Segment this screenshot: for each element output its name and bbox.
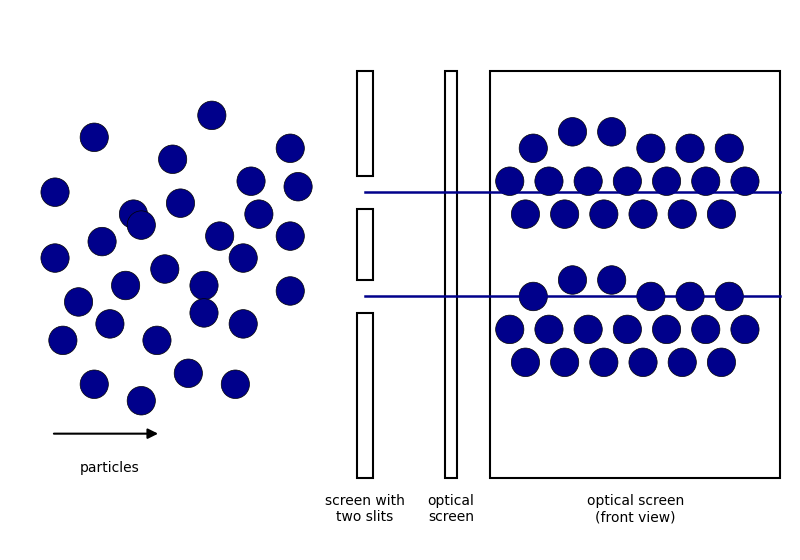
Ellipse shape (629, 348, 657, 376)
Ellipse shape (590, 348, 618, 376)
Ellipse shape (496, 167, 524, 195)
Bar (357, 72, 373, 176)
Ellipse shape (496, 315, 524, 344)
Ellipse shape (80, 370, 108, 399)
Ellipse shape (41, 244, 69, 272)
Ellipse shape (158, 145, 186, 174)
Ellipse shape (731, 167, 759, 195)
Ellipse shape (237, 167, 265, 195)
Ellipse shape (731, 315, 759, 344)
Bar (490, 72, 780, 478)
Text: optical screen
(front view): optical screen (front view) (586, 494, 684, 524)
Ellipse shape (190, 298, 218, 327)
Ellipse shape (590, 200, 618, 228)
Text: screen with
two slits: screen with two slits (325, 494, 405, 524)
Ellipse shape (276, 277, 304, 305)
Ellipse shape (653, 167, 681, 195)
Ellipse shape (668, 200, 696, 228)
Ellipse shape (41, 178, 69, 207)
Ellipse shape (65, 288, 93, 316)
Ellipse shape (637, 134, 665, 162)
Ellipse shape (127, 386, 155, 415)
Ellipse shape (614, 315, 642, 344)
Ellipse shape (707, 200, 735, 228)
Ellipse shape (49, 326, 77, 354)
Bar (357, 313, 373, 478)
Ellipse shape (229, 244, 258, 272)
Ellipse shape (96, 310, 124, 338)
Ellipse shape (550, 200, 578, 228)
Ellipse shape (715, 282, 743, 311)
Ellipse shape (653, 315, 681, 344)
Ellipse shape (111, 271, 140, 300)
Ellipse shape (190, 271, 218, 300)
Ellipse shape (143, 326, 171, 354)
Ellipse shape (574, 315, 602, 344)
Ellipse shape (614, 167, 642, 195)
Ellipse shape (692, 167, 720, 195)
Ellipse shape (88, 227, 116, 256)
Ellipse shape (511, 200, 539, 228)
Ellipse shape (519, 134, 547, 162)
Ellipse shape (637, 282, 665, 311)
Text: particles: particles (80, 461, 140, 475)
Ellipse shape (80, 123, 108, 152)
Ellipse shape (558, 266, 586, 294)
Ellipse shape (276, 222, 304, 250)
Ellipse shape (558, 118, 586, 146)
Ellipse shape (519, 282, 547, 311)
Ellipse shape (535, 167, 563, 195)
Ellipse shape (715, 134, 743, 162)
Ellipse shape (598, 266, 626, 294)
Bar (357, 209, 373, 280)
Ellipse shape (550, 348, 578, 376)
Ellipse shape (284, 172, 312, 201)
Ellipse shape (668, 348, 696, 376)
Ellipse shape (676, 134, 704, 162)
Ellipse shape (206, 222, 234, 250)
Text: optical
screen: optical screen (427, 494, 474, 524)
Ellipse shape (198, 101, 226, 129)
Ellipse shape (166, 189, 194, 217)
Ellipse shape (535, 315, 563, 344)
Ellipse shape (598, 118, 626, 146)
Ellipse shape (150, 255, 179, 283)
Bar (445, 72, 458, 478)
Ellipse shape (692, 315, 720, 344)
Ellipse shape (127, 211, 155, 239)
Ellipse shape (629, 200, 657, 228)
Ellipse shape (245, 200, 273, 228)
Ellipse shape (707, 348, 735, 376)
Ellipse shape (174, 359, 202, 388)
Ellipse shape (229, 310, 258, 338)
Ellipse shape (574, 167, 602, 195)
Ellipse shape (222, 370, 250, 399)
Ellipse shape (676, 282, 704, 311)
Ellipse shape (511, 348, 539, 376)
Ellipse shape (119, 200, 147, 228)
Ellipse shape (276, 134, 304, 162)
